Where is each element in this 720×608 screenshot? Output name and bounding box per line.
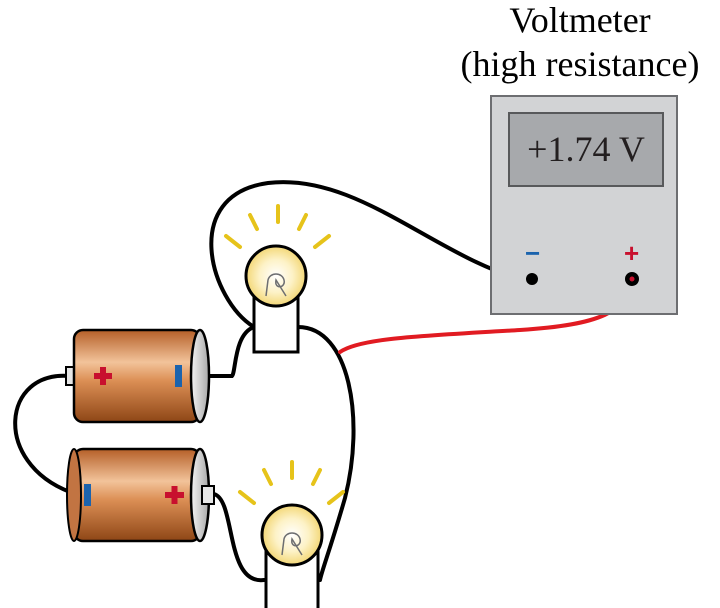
battery-bottom-nub bbox=[201, 485, 215, 505]
voltmeter-title: Voltmeter bbox=[509, 0, 651, 40]
battery-top-plus-icon bbox=[94, 367, 112, 385]
bulb-top-glass bbox=[244, 244, 308, 308]
bulb-top-filament bbox=[265, 273, 287, 297]
voltmeter-subtitle: (high resistance) bbox=[460, 44, 700, 84]
wire-battery-link bbox=[13, 373, 72, 494]
battery-bottom-minus-icon bbox=[84, 484, 91, 506]
bulb-bottom-filament bbox=[281, 532, 303, 556]
bulb-bottom bbox=[238, 460, 345, 608]
bulb-top-rays bbox=[224, 204, 331, 249]
wire-bulb-loop bbox=[209, 180, 534, 329]
wires bbox=[13, 180, 534, 583]
wire-battery-to-bulb2 bbox=[212, 492, 266, 583]
voltmeter-display: +1.74 V bbox=[508, 112, 664, 187]
bulb-bottom-rays bbox=[238, 460, 345, 505]
battery-top-cap bbox=[189, 328, 211, 424]
wire-battery-to-bulb1 bbox=[206, 325, 256, 378]
battery-bottom-back bbox=[66, 448, 82, 542]
negative-terminal-label: − bbox=[525, 238, 541, 268]
battery-top bbox=[65, 328, 211, 424]
positive-terminal-label: + bbox=[624, 238, 640, 268]
wire-bulb1-to-bulb2 bbox=[296, 325, 356, 582]
battery-bottom bbox=[66, 447, 215, 543]
battery-top-minus-icon bbox=[175, 365, 182, 387]
battery-bottom-plus-icon bbox=[165, 486, 184, 504]
bulb-bottom-glass bbox=[260, 503, 324, 567]
bulb-top bbox=[224, 204, 331, 354]
